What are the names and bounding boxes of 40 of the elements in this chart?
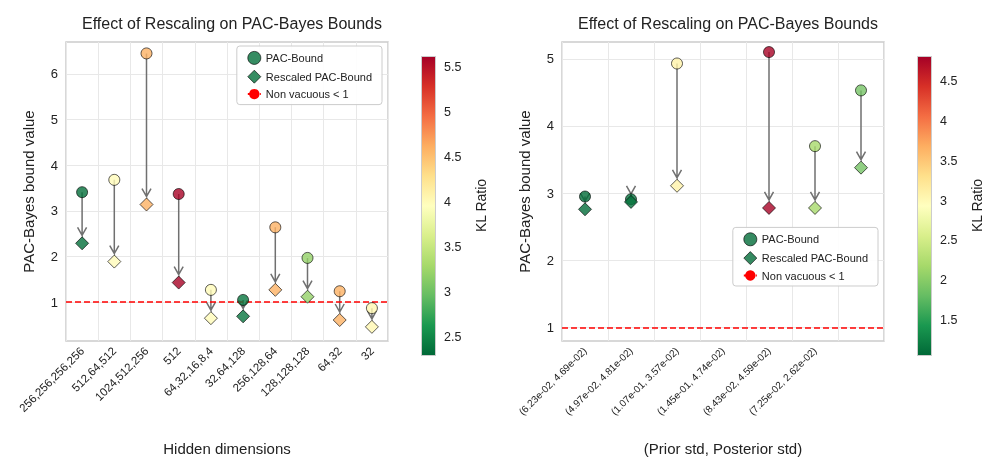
color-bar-label: 5: [444, 104, 451, 119]
y-axis-title: PAC-Bayes bound value: [516, 110, 533, 273]
legend-label: Rescaled PAC-Bound: [761, 252, 868, 265]
y-tick-label: 1: [546, 320, 554, 336]
chart-title: Effect of Rescaling on PAC-Bayes Bounds: [81, 14, 383, 32]
color-bar-title: KL Ratio: [969, 178, 985, 233]
y-tick-label: 6: [50, 66, 58, 82]
y-tick-label: 4: [50, 157, 58, 173]
color-bar-label: 2.5: [444, 329, 462, 344]
y-tick-label: 4: [546, 118, 554, 134]
y-tick-label: 1: [50, 294, 58, 310]
color-bar-label: 5.5: [444, 59, 462, 74]
y-tick-label: 3: [50, 203, 58, 219]
y-tick-label: 5: [546, 51, 554, 67]
color-bar-label: 2.5: [940, 233, 958, 248]
legend-label: PAC-Bound: [265, 51, 324, 64]
color-bar-label: 1.5: [940, 313, 958, 328]
color-bar-label: 2: [940, 273, 947, 288]
legend-label: Non vacuous < 1: [761, 269, 845, 282]
x-tick-label: 32: [358, 344, 377, 363]
color-bar-label: 3: [940, 193, 947, 208]
color-bar-label: 4.5: [444, 149, 462, 164]
y-tick-label: 2: [50, 249, 58, 265]
color-bar-label: 3: [444, 284, 451, 299]
legend-label: Non vacuous < 1: [265, 88, 349, 101]
color-bar-title: KL Ratio: [473, 178, 489, 233]
x-axis-title: (Prior std, Posterior std): [643, 440, 803, 457]
color-bar-label: 3.5: [444, 239, 462, 254]
x-axis-title: Hidden dimensions: [163, 440, 291, 457]
y-tick-label: 5: [50, 112, 58, 128]
chart-title: Effect of Rescaling on PAC-Bayes Bounds: [577, 14, 879, 32]
color-bar-label: 3.5: [940, 153, 958, 168]
y-tick-label: 2: [546, 252, 554, 268]
color-bar-label: 4: [444, 194, 451, 209]
y-tick-label: 3: [546, 185, 554, 201]
color-bar-label: 4: [940, 114, 947, 129]
legend-label: Rescaled PAC-Bound: [265, 70, 372, 83]
y-axis-title: PAC-Bayes bound value: [20, 110, 37, 273]
legend-label: PAC-Bound: [761, 233, 820, 246]
color-bar-label: 4.5: [940, 74, 958, 89]
